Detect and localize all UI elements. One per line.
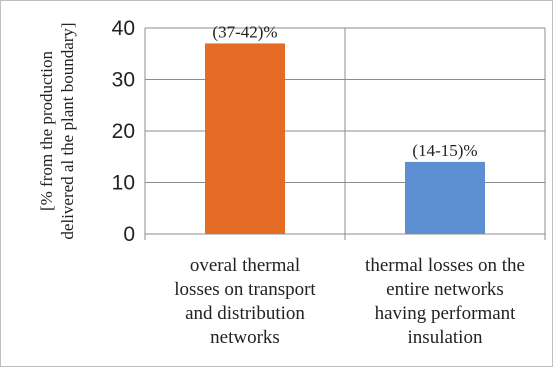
category-label-line: entire networks bbox=[386, 279, 504, 300]
category-label-line: networks bbox=[210, 327, 280, 348]
category-label-line: insulation bbox=[408, 327, 483, 348]
data-label: (37-42)% bbox=[212, 22, 277, 41]
x-axis bbox=[144, 233, 546, 240]
y-tick-label: 0 bbox=[123, 223, 135, 246]
y-axis-label: [% from the production delivered al the p… bbox=[37, 22, 77, 239]
category-labels: overal thermal losses on transport and dis… bbox=[174, 255, 525, 348]
y-axis-label-line: delivered al the plant boundary] bbox=[58, 22, 77, 239]
category-label-line: having performant bbox=[375, 303, 517, 324]
data-label: (14-15)% bbox=[412, 141, 477, 160]
bar bbox=[405, 161, 485, 234]
bar bbox=[205, 43, 285, 235]
category-label-line: thermal losses on the bbox=[365, 255, 525, 276]
category-label-line: losses on transport bbox=[174, 279, 316, 300]
bars bbox=[205, 43, 485, 235]
y-tick-label: 10 bbox=[112, 172, 135, 195]
category-label-line: and distribution bbox=[185, 303, 305, 324]
y-tick-label: 40 bbox=[112, 17, 135, 40]
category-label-line: overal thermal bbox=[190, 255, 300, 276]
y-tick-label: 20 bbox=[112, 120, 135, 143]
y-tick-label: 30 bbox=[112, 69, 135, 92]
y-axis-label-line: [% from the production bbox=[37, 50, 56, 211]
y-axis-ticks: 0 10 20 30 40 bbox=[112, 17, 135, 246]
data-labels: (37-42)% (14-15)% bbox=[212, 22, 477, 159]
